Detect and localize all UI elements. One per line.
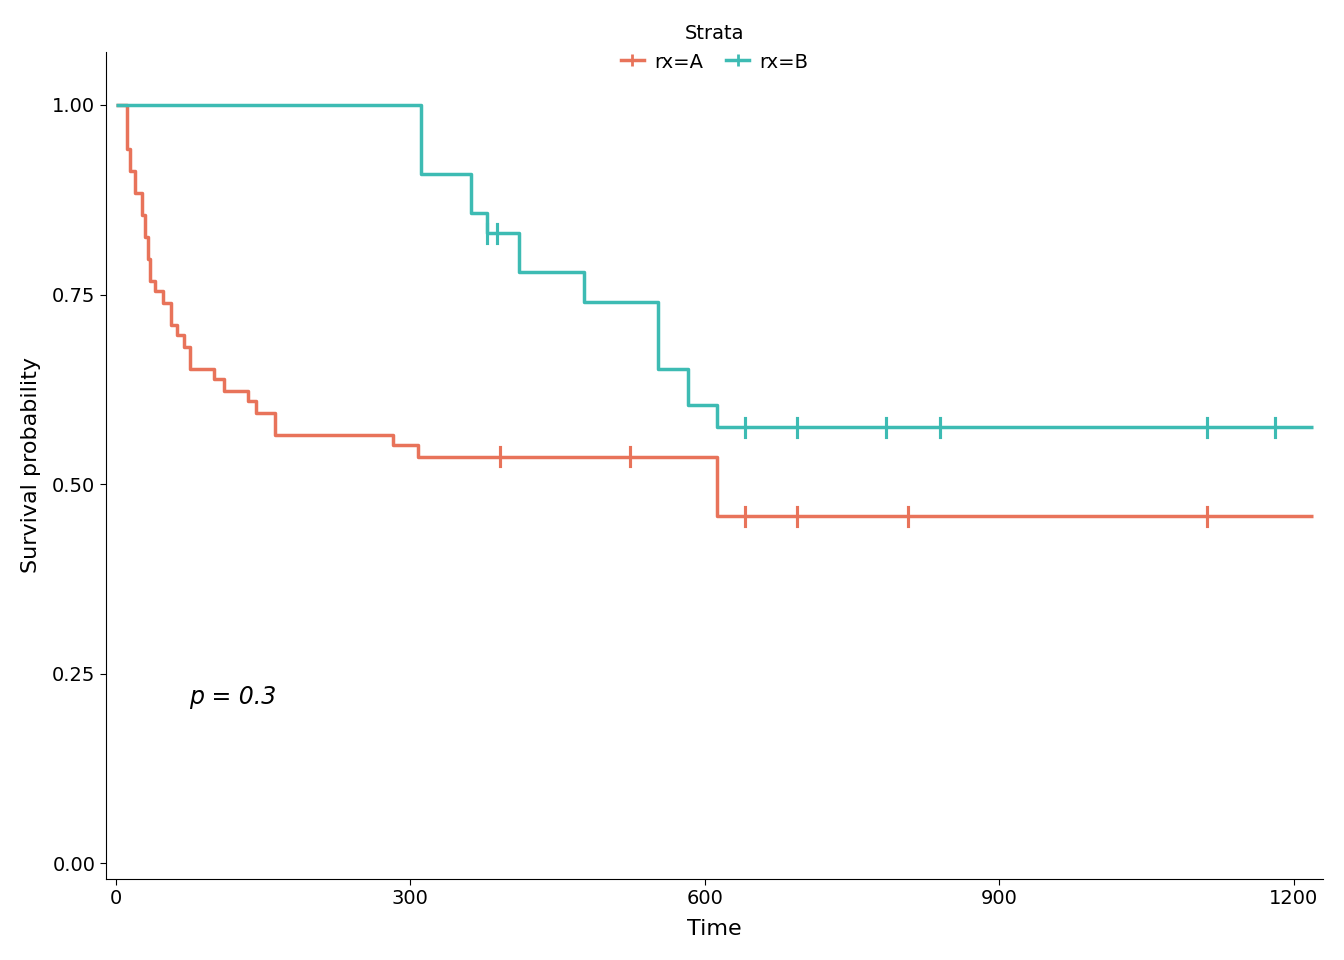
- Text: p = 0.3: p = 0.3: [190, 685, 277, 709]
- X-axis label: Time: Time: [687, 919, 742, 939]
- Legend: rx=A, rx=B: rx=A, rx=B: [613, 16, 816, 80]
- Y-axis label: Survival probability: Survival probability: [22, 357, 40, 573]
